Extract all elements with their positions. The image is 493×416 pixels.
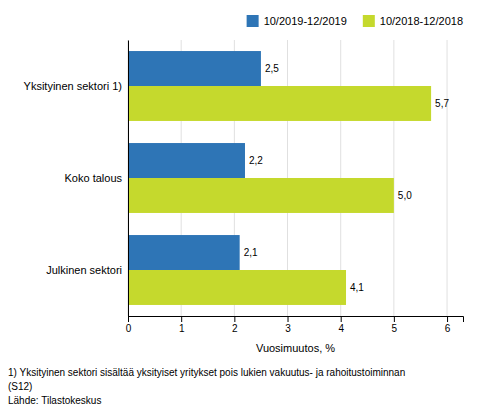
tick: Julkinen sektori (46, 264, 128, 276)
legend-swatch (247, 15, 259, 27)
tick-mark (341, 316, 342, 322)
footnote: (S12) (8, 381, 32, 392)
tick: 0 (126, 316, 132, 334)
tick: 2 (232, 316, 238, 334)
bar (128, 86, 431, 121)
tick-label: 5 (392, 323, 398, 334)
tick-label: 0 (126, 323, 132, 334)
tick: 1 (179, 316, 185, 334)
legend-label: 10/2019-12/2019 (264, 15, 347, 27)
bar (128, 270, 346, 305)
legend: 10/2019-12/2019 10/2018-12/2018 (247, 15, 463, 27)
bar (128, 51, 261, 86)
tick-label: 1 (179, 323, 185, 334)
tick-label: 3 (285, 323, 291, 334)
x-axis: 0 1 2 3 4 5 6 (126, 316, 464, 334)
bar (128, 235, 240, 270)
grid-line (447, 40, 448, 316)
axis-line (129, 317, 464, 323)
footnote: Lähde: Tilastokeskus (8, 395, 101, 406)
data-label: 2,5 (265, 63, 279, 74)
legend-item: 10/2019-12/2019 (247, 15, 347, 27)
series (128, 86, 431, 305)
tick-mark (128, 316, 129, 322)
tick-label: 2 (232, 323, 238, 334)
legend-swatch (363, 15, 375, 27)
data-label: 5,7 (435, 98, 449, 109)
data-labels: 2,1 2,2 2,5 4,1 5,0 5,7 (244, 63, 450, 293)
tick: 3 (285, 316, 291, 334)
bar (128, 178, 394, 213)
grid (128, 40, 447, 316)
footnotes: 1) Yksityinen sektori sisältää yksityise… (8, 367, 405, 406)
tick-mark (394, 316, 395, 322)
tick-mark (288, 316, 289, 322)
bar (128, 143, 245, 178)
tick-label: 6 (445, 323, 451, 334)
legend-item: 10/2018-12/2018 (363, 15, 463, 27)
tick: Koko talous (65, 172, 128, 184)
series (128, 51, 261, 270)
data-label: 2,2 (249, 155, 263, 166)
tick-label: 4 (338, 323, 344, 334)
grid-line (128, 40, 129, 316)
tick-label: Yksityinen sektori 1) (24, 80, 122, 92)
footnote: 1) Yksityinen sektori sisältää yksityise… (8, 367, 405, 378)
chart: 2,1 2,2 2,5 4,1 5,0 5,7 0 1 2 3 4 5 6 Julkinen sektor… (0, 0, 493, 416)
tick: Yksityinen sektori 1) (24, 80, 128, 92)
data-label: 5,0 (398, 190, 412, 201)
tick: 6 (445, 316, 451, 334)
plot: 2,1 2,2 2,5 4,1 5,0 5,7 0 1 2 3 4 5 6 Julkinen sektor… (24, 40, 464, 354)
x-axis-title: Vuosimuutos, % (256, 342, 335, 354)
tick: 5 (392, 316, 398, 334)
tick: 4 (338, 316, 344, 334)
tick-label: Koko talous (65, 172, 123, 184)
data-label: 2,1 (244, 247, 258, 258)
bars (128, 51, 431, 305)
legend-label: 10/2018-12/2018 (380, 15, 463, 27)
tick-mark (234, 316, 235, 322)
tick-label: Julkinen sektori (46, 264, 122, 276)
data-label: 4,1 (350, 282, 364, 293)
axis-line (128, 41, 129, 317)
y-axis: Julkinen sektori Koko talous Yksityinen se… (24, 41, 129, 317)
tick-mark (447, 316, 448, 322)
tick-mark (181, 316, 182, 322)
